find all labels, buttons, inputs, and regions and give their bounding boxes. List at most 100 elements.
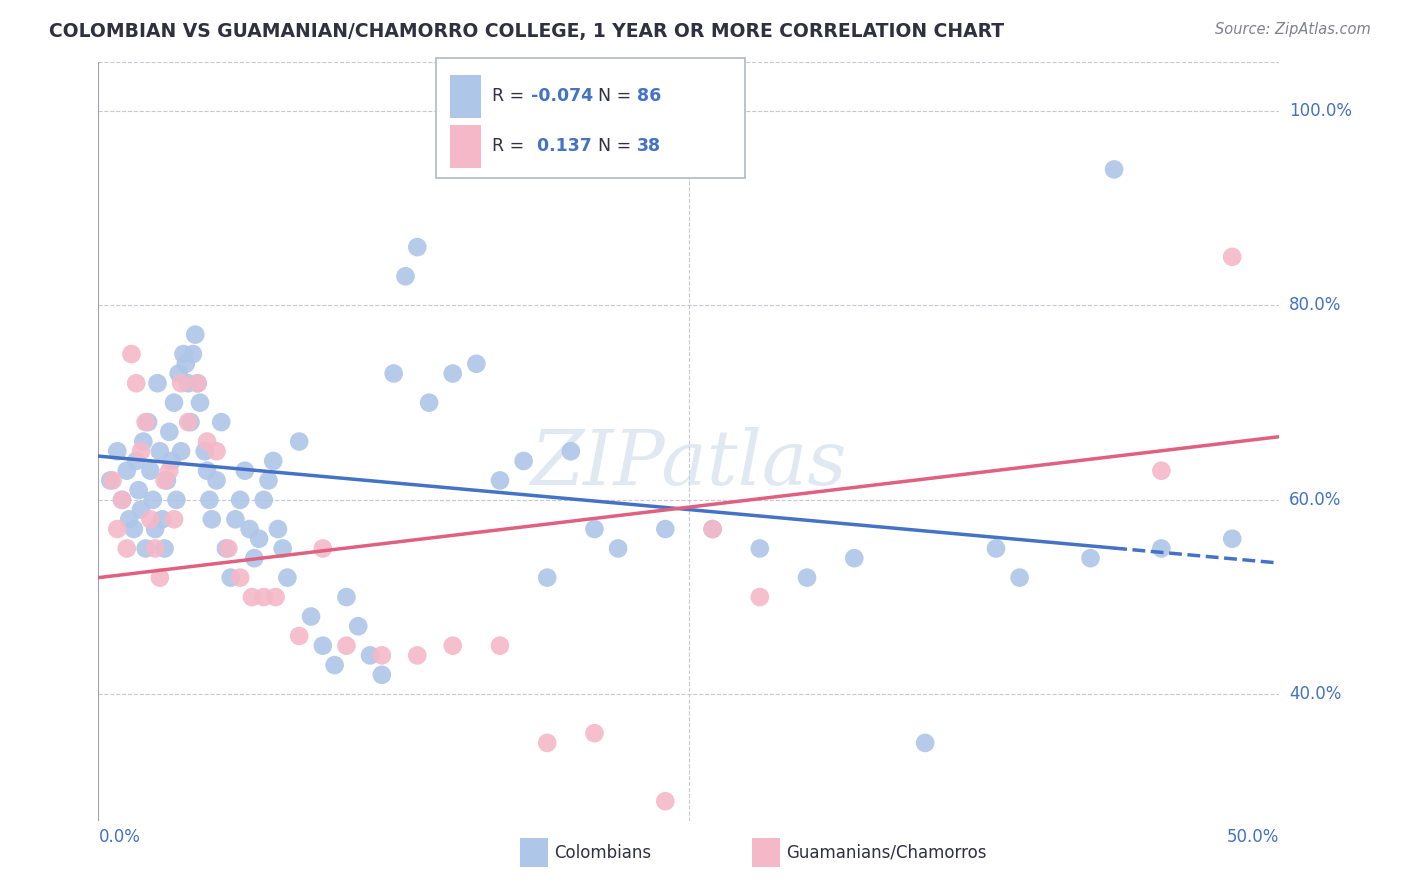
Text: R =: R = — [492, 87, 524, 105]
Point — [335, 639, 357, 653]
Point — [115, 541, 138, 556]
Point — [418, 395, 440, 409]
Point — [111, 492, 134, 507]
Point — [209, 415, 232, 429]
Point — [165, 492, 187, 507]
Point — [170, 376, 193, 391]
Point — [180, 415, 202, 429]
Point — [105, 522, 128, 536]
Point — [359, 648, 381, 663]
Text: Colombians: Colombians — [554, 844, 651, 862]
Point — [748, 541, 770, 556]
Point — [205, 444, 228, 458]
Point — [217, 541, 239, 556]
Point — [536, 736, 558, 750]
Point — [264, 590, 287, 604]
Point — [1220, 250, 1243, 264]
Point — [406, 648, 429, 663]
Point — [205, 474, 228, 488]
Point — [194, 444, 217, 458]
Point — [143, 522, 166, 536]
Point — [796, 571, 818, 585]
Point — [1102, 162, 1125, 177]
Point — [149, 444, 172, 458]
Point — [323, 658, 346, 673]
Point — [257, 474, 280, 488]
Point — [149, 571, 172, 585]
Point — [607, 541, 630, 556]
Point — [224, 512, 246, 526]
Point — [167, 367, 190, 381]
Point — [215, 541, 238, 556]
Point — [163, 395, 186, 409]
Point — [121, 347, 143, 361]
Text: 86: 86 — [637, 87, 661, 105]
Point — [153, 541, 176, 556]
Point — [239, 522, 262, 536]
Point — [312, 541, 335, 556]
Point — [229, 492, 252, 507]
Point — [233, 464, 256, 478]
Text: -0.074: -0.074 — [531, 87, 593, 105]
Text: N =: N = — [598, 87, 631, 105]
Point — [195, 434, 218, 449]
Point — [105, 444, 128, 458]
Point — [271, 541, 294, 556]
Point — [198, 492, 221, 507]
Point — [1150, 464, 1173, 478]
Point — [129, 444, 152, 458]
Point — [299, 609, 322, 624]
Point — [371, 668, 394, 682]
Point — [1220, 532, 1243, 546]
Point — [465, 357, 488, 371]
Point — [288, 629, 311, 643]
Point — [654, 794, 676, 808]
Point — [101, 474, 124, 488]
Point — [170, 444, 193, 458]
Point — [174, 357, 197, 371]
Point — [512, 454, 534, 468]
Point — [125, 454, 148, 468]
Point — [406, 240, 429, 254]
Point — [177, 376, 200, 391]
Text: R =: R = — [492, 137, 524, 155]
Text: 80.0%: 80.0% — [1289, 296, 1341, 315]
Text: Guamanians/Chamorros: Guamanians/Chamorros — [786, 844, 987, 862]
Point — [184, 327, 207, 342]
Point — [135, 415, 157, 429]
Point — [219, 571, 242, 585]
Point — [984, 541, 1007, 556]
Point — [247, 532, 270, 546]
Point — [187, 376, 209, 391]
Point — [128, 483, 150, 497]
Point — [371, 648, 394, 663]
Text: COLOMBIAN VS GUAMANIAN/CHAMORRO COLLEGE, 1 YEAR OR MORE CORRELATION CHART: COLOMBIAN VS GUAMANIAN/CHAMORRO COLLEGE,… — [49, 22, 1004, 41]
Point — [172, 347, 194, 361]
Point — [382, 367, 405, 381]
Point — [163, 512, 186, 526]
Point — [394, 269, 416, 284]
Point — [560, 444, 582, 458]
Point — [157, 425, 180, 439]
Point — [654, 522, 676, 536]
Point — [153, 474, 176, 488]
Point — [129, 502, 152, 516]
Point — [583, 726, 606, 740]
Text: 60.0%: 60.0% — [1289, 491, 1341, 508]
Point — [177, 415, 200, 429]
Point — [143, 541, 166, 556]
Point — [139, 512, 162, 526]
Point — [441, 367, 464, 381]
Point — [125, 376, 148, 391]
Point — [288, 434, 311, 449]
Point — [111, 492, 134, 507]
Point — [187, 376, 209, 391]
Point — [240, 590, 263, 604]
Point — [157, 464, 180, 478]
Point — [150, 512, 173, 526]
Text: Source: ZipAtlas.com: Source: ZipAtlas.com — [1215, 22, 1371, 37]
Point — [489, 639, 512, 653]
Point — [335, 590, 357, 604]
Text: 0.0%: 0.0% — [98, 829, 141, 847]
Point — [118, 512, 141, 526]
